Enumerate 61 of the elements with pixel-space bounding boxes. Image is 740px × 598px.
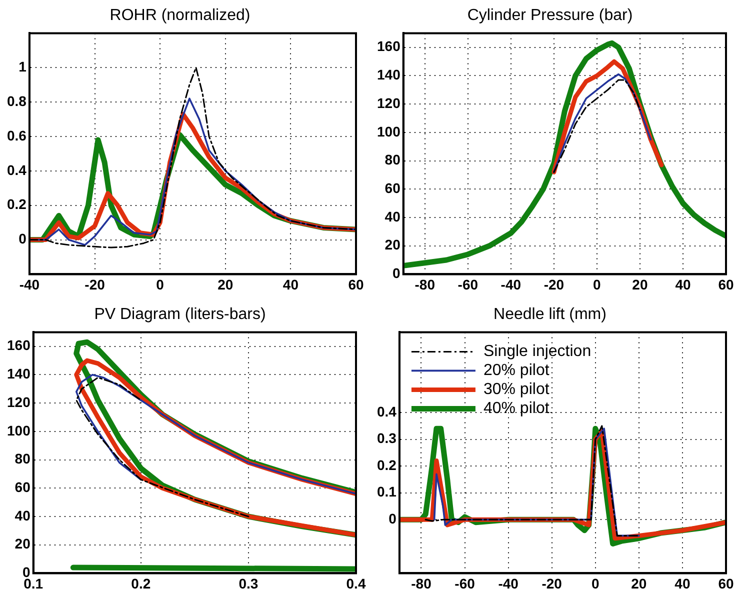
y-tick-label: 80: [14, 450, 31, 467]
y-tick-label: 0: [18, 230, 27, 247]
y-tick-label: 20: [14, 536, 31, 552]
legend-label: Single injection: [483, 343, 592, 360]
x-tick-label: -40: [500, 276, 522, 292]
y-tick-label: 140: [7, 366, 31, 382]
legend-label: 30% pilot: [483, 381, 550, 398]
x-tick-label: 60: [718, 276, 734, 292]
x-tick-label: 20: [632, 276, 648, 292]
x-tick-label: -20: [544, 276, 564, 292]
y-tick-label: 80: [384, 152, 401, 168]
y-tick-label: 0.8: [6, 92, 27, 109]
y-tick-label: 40: [384, 208, 401, 224]
x-tick-label: 0: [156, 276, 164, 292]
y-tick-label: 20: [384, 236, 401, 253]
y-tick-label: 160: [7, 337, 31, 354]
y-tick-label: 120: [377, 94, 401, 111]
chart-title: Needle lift (mm): [494, 306, 606, 324]
y-tick-label: 0.6: [6, 127, 27, 144]
x-tick-label: 0.2: [131, 575, 151, 592]
x-tick-label: -20: [542, 575, 562, 592]
y-tick-label: 140: [377, 66, 401, 83]
y-tick-label: 1: [18, 58, 27, 74]
x-tick-label: 0: [591, 575, 600, 592]
x-tick-label: -40: [19, 276, 40, 292]
x-tick-label: -40: [498, 575, 519, 592]
chart-title: ROHR (normalized): [110, 7, 250, 24]
x-tick-label: 60: [718, 575, 734, 592]
chart-title: Cylinder Pressure (bar): [467, 7, 633, 24]
x-tick-label: -20: [84, 276, 106, 292]
y-tick-label: 0.2: [376, 456, 397, 473]
y-tick-label: 0.2: [6, 196, 27, 212]
y-tick-label: 100: [377, 123, 401, 140]
legend-label: 40% pilot: [483, 400, 550, 418]
y-tick-label: 120: [7, 394, 31, 410]
y-tick-label: 40: [14, 507, 31, 524]
x-tick-label: -80: [411, 575, 432, 592]
y-tick-label: 0: [388, 510, 397, 527]
y-tick-label: 100: [7, 422, 31, 438]
chart-title: PV Diagram (liters-bars): [94, 306, 266, 324]
x-tick-label: -60: [454, 575, 476, 592]
y-tick-label: 0.3: [376, 430, 397, 446]
y-tick-label: 0: [392, 265, 401, 282]
x-tick-label: 20: [218, 276, 234, 292]
x-tick-label: 40: [282, 276, 299, 292]
x-tick-label: 0.4: [346, 575, 366, 592]
x-tick-label: 40: [675, 276, 691, 292]
y-tick-label: 0.1: [376, 484, 397, 500]
x-tick-label: -60: [458, 276, 478, 292]
y-tick-label: 0.4: [376, 403, 397, 420]
x-tick-label: 0.3: [238, 575, 258, 592]
y-tick-label: 0.4: [6, 162, 27, 178]
y-tick-label: 60: [14, 479, 31, 495]
y-tick-label: 160: [377, 38, 401, 54]
x-tick-label: 20: [631, 575, 647, 592]
x-tick-label: 0: [593, 276, 602, 292]
x-tick-label: -80: [414, 276, 436, 292]
x-tick-label: 40: [674, 575, 690, 592]
y-tick-label: 60: [384, 180, 401, 196]
x-tick-label: 60: [348, 276, 364, 292]
legend-label: 20% pilot: [483, 362, 550, 380]
